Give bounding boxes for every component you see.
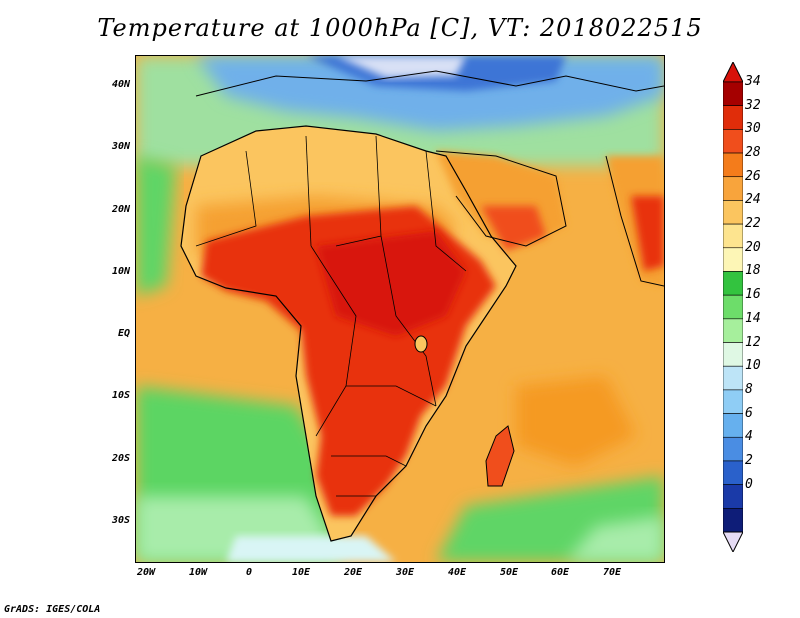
lon-label-20w: 20W bbox=[136, 567, 156, 578]
colorbar-label: 0 bbox=[745, 476, 753, 492]
colorbar-cell bbox=[723, 413, 743, 438]
lat-label-30s: 30S bbox=[111, 515, 130, 526]
colorbar-label: 32 bbox=[745, 97, 761, 113]
plot-title: Temperature at 1000hPa [C], VT: 20180225… bbox=[97, 14, 703, 42]
lon-label-60e: 60E bbox=[550, 567, 570, 578]
colorbar-label: 2 bbox=[745, 452, 753, 468]
lon-label-40e: 40E bbox=[447, 567, 467, 578]
lake-victoria bbox=[414, 335, 428, 353]
central-africa-hottest bbox=[316, 231, 466, 336]
south-indian-lightgreen bbox=[566, 516, 664, 562]
arabia-hot bbox=[481, 206, 546, 251]
colorbar-label: 18 bbox=[745, 263, 761, 279]
colorbar-label: 26 bbox=[745, 168, 761, 184]
colorbar-label: 34 bbox=[745, 74, 761, 89]
colorbar-label: 10 bbox=[745, 358, 761, 374]
colorbar-cell bbox=[723, 365, 743, 391]
colorbar-label: 30 bbox=[745, 121, 761, 137]
lat-label-10s: 10S bbox=[111, 390, 130, 401]
colorbar-under-arrow bbox=[723, 531, 743, 552]
lat-label-eq: EQ bbox=[117, 328, 130, 339]
colorbar-cell bbox=[723, 508, 743, 533]
map-canvas bbox=[136, 56, 664, 562]
south-atlantic-cyan bbox=[226, 536, 396, 562]
india-coastline bbox=[605, 155, 664, 287]
colorbar-cell bbox=[723, 389, 743, 414]
lon-label-50e: 50E bbox=[499, 567, 519, 578]
colorbar-cell bbox=[723, 105, 743, 130]
colorbar-label: 8 bbox=[745, 381, 753, 397]
lon-label-70e: 70E bbox=[602, 567, 622, 578]
colorbar-over-arrow bbox=[723, 62, 743, 83]
colorbar-label: 22 bbox=[745, 216, 761, 232]
lat-label-30n: 30N bbox=[111, 141, 130, 152]
lat-label-10n: 10N bbox=[111, 266, 130, 277]
europe-coastline bbox=[195, 70, 664, 97]
indian-ocean-warm bbox=[516, 376, 636, 466]
colorbar-cell bbox=[723, 271, 743, 296]
colorbar-cell bbox=[723, 460, 743, 485]
india-hot bbox=[631, 196, 664, 271]
temperature-map bbox=[135, 55, 665, 563]
lat-label-20n: 20N bbox=[111, 204, 130, 215]
colorbar-cell bbox=[723, 436, 743, 462]
colorbar-cell bbox=[723, 176, 743, 201]
arabia-coastline bbox=[435, 150, 567, 247]
lon-label-0: 0 bbox=[245, 567, 253, 578]
country-borders bbox=[195, 135, 467, 497]
lat-label-20s: 20S bbox=[111, 453, 130, 464]
credit-text: GrADS: IGES/COLA bbox=[4, 604, 101, 615]
lon-label-10w: 10W bbox=[188, 567, 208, 578]
colorbar-label: 28 bbox=[745, 145, 761, 161]
colorbar-label: 4 bbox=[745, 429, 753, 445]
lat-label-40n: 40N bbox=[111, 79, 130, 90]
colorbar-cell bbox=[723, 247, 743, 272]
colorbar-cell bbox=[723, 294, 743, 320]
colorbar-label: 24 bbox=[745, 192, 761, 208]
lon-label-10e: 10E bbox=[291, 567, 311, 578]
madagascar-coastline bbox=[485, 425, 515, 487]
colorbar-label: 20 bbox=[745, 239, 761, 255]
colorbar bbox=[723, 62, 743, 552]
colorbar-cell bbox=[723, 152, 743, 178]
colorbar-label: 6 bbox=[745, 405, 753, 421]
colorbar-label: 14 bbox=[745, 310, 761, 326]
colorbar-cell bbox=[723, 223, 743, 249]
africa-coastline bbox=[180, 125, 517, 542]
colorbar-label: 12 bbox=[745, 334, 761, 350]
colorbar-label: 16 bbox=[745, 287, 761, 303]
lon-label-30e: 30E bbox=[395, 567, 415, 578]
colorbar-cell bbox=[723, 342, 743, 367]
colorbar-cell bbox=[723, 200, 743, 225]
lon-label-20e: 20E bbox=[343, 567, 363, 578]
atlantic-north-green bbox=[136, 156, 176, 296]
colorbar-cell bbox=[723, 129, 743, 154]
colorbar-cell bbox=[723, 81, 743, 106]
alps-cold bbox=[336, 56, 466, 78]
colorbar-cells bbox=[723, 81, 743, 533]
colorbar-cell bbox=[723, 484, 743, 509]
colorbar-cell bbox=[723, 318, 743, 343]
